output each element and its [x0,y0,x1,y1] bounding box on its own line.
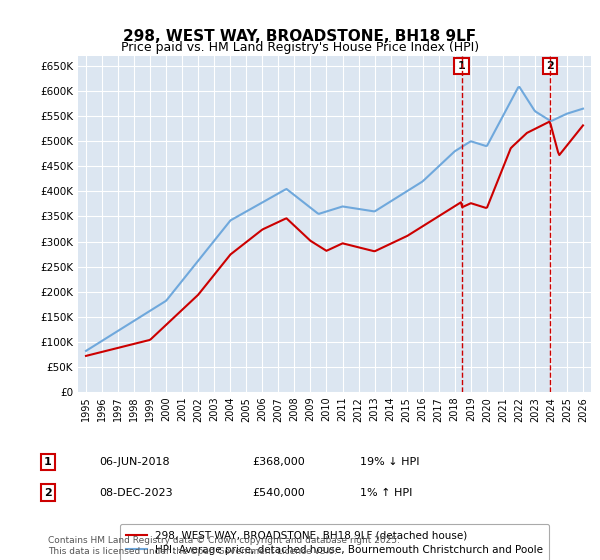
Text: £368,000: £368,000 [252,457,305,467]
Text: £540,000: £540,000 [252,488,305,498]
Text: 298, WEST WAY, BROADSTONE, BH18 9LF: 298, WEST WAY, BROADSTONE, BH18 9LF [124,29,476,44]
Text: 2: 2 [546,61,554,71]
Text: 19% ↓ HPI: 19% ↓ HPI [360,457,419,467]
Text: 1% ↑ HPI: 1% ↑ HPI [360,488,412,498]
Text: 1: 1 [44,457,52,467]
Text: 2: 2 [44,488,52,498]
Text: Contains HM Land Registry data © Crown copyright and database right 2025.
This d: Contains HM Land Registry data © Crown c… [48,536,400,556]
Legend: 298, WEST WAY, BROADSTONE, BH18 9LF (detached house), HPI: Average price, detach: 298, WEST WAY, BROADSTONE, BH18 9LF (det… [119,524,550,560]
Text: 06-JUN-2018: 06-JUN-2018 [99,457,170,467]
Text: Price paid vs. HM Land Registry's House Price Index (HPI): Price paid vs. HM Land Registry's House … [121,40,479,54]
Text: 08-DEC-2023: 08-DEC-2023 [99,488,173,498]
Text: 1: 1 [458,61,466,71]
